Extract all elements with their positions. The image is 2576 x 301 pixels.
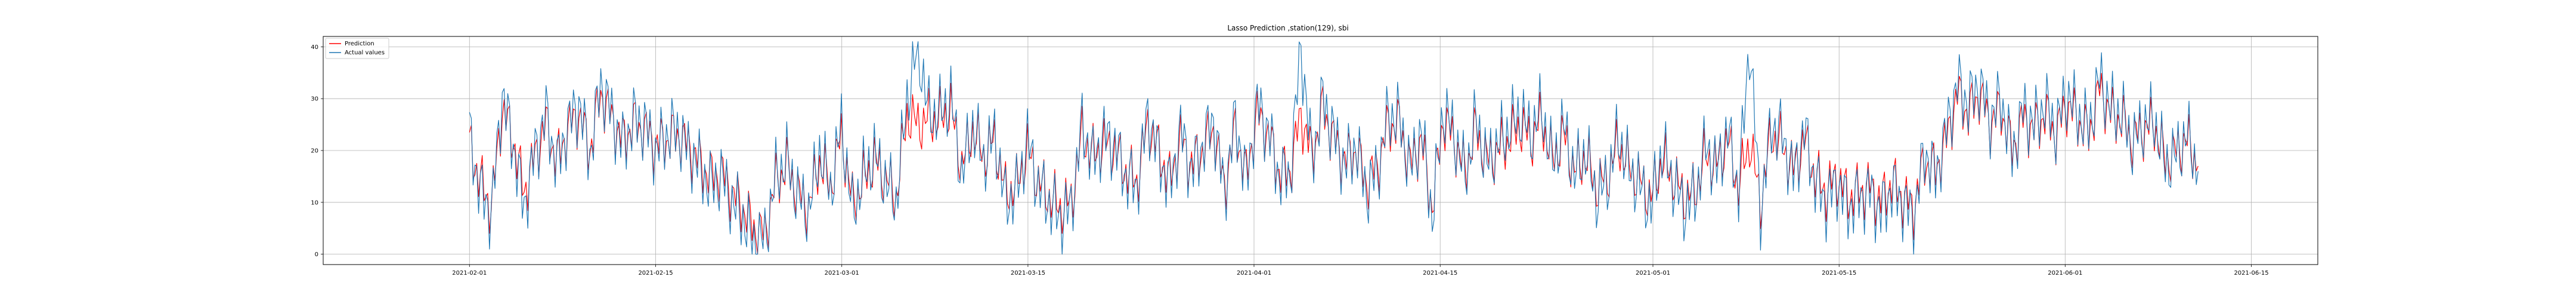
x-tick-label: 2021-02-15 (638, 270, 673, 277)
legend-label-actual: Actual values (345, 50, 385, 56)
x-tick-label: 2021-06-01 (2048, 270, 2082, 277)
x-tick-label: 2021-06-15 (2234, 270, 2268, 277)
tick-layer: 2021-02-01 2021-02-15 2021-03-01 2021-03-15… (311, 44, 2268, 277)
x-tick-label: 2021-02-01 (452, 270, 487, 277)
y-tick-label: 10 (311, 199, 318, 206)
x-tick-label: 2021-03-01 (825, 270, 859, 277)
y-tick-label: 40 (311, 44, 318, 51)
y-tick-label: 20 (311, 148, 318, 155)
x-tick-label: 2021-03-15 (1011, 270, 1045, 277)
y-tick-label: 0 (315, 251, 318, 258)
x-tick-label: 2021-04-15 (1423, 270, 1457, 277)
chart-title: Lasso Prediction ,station(129), sbi (1227, 24, 1348, 32)
legend: Prediction Actual values (325, 38, 389, 59)
legend-label-prediction: Prediction (345, 41, 374, 47)
x-tick-label: 2021-04-01 (1237, 270, 1271, 277)
x-tick-label: 2021-05-15 (1822, 270, 1856, 277)
legend-box (325, 38, 389, 59)
y-tick-label: 30 (311, 96, 318, 103)
x-tick-label: 2021-05-01 (1636, 270, 1670, 277)
series-layer (469, 41, 2199, 255)
actual-values-line (469, 41, 2199, 255)
